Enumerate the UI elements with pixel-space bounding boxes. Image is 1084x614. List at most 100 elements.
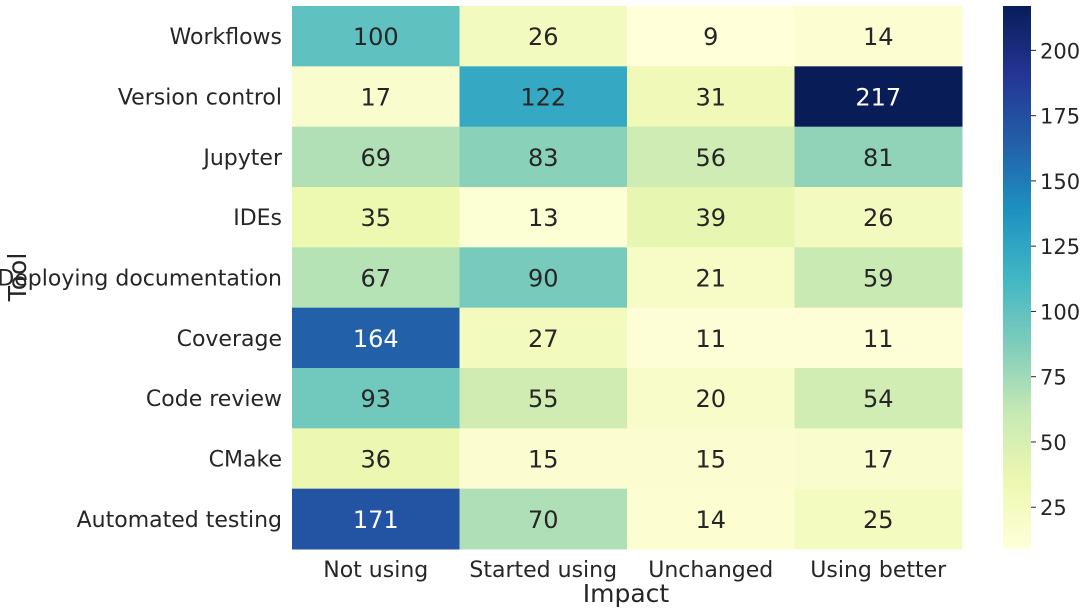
y-tick-label: Workflows (170, 25, 282, 50)
colorbar (1003, 6, 1031, 549)
heatmap-cell (459, 66, 628, 128)
heatmap-cell (794, 307, 963, 369)
x-tick-label: Using better (810, 558, 947, 583)
cell-value-label: 17 (360, 84, 391, 112)
cell-value-label: 9 (703, 23, 718, 51)
cell-value-label: 17 (863, 446, 894, 474)
colorbar-tick-label: 175 (1040, 105, 1080, 129)
heatmap-cell (794, 6, 963, 67)
heatmap-cell (292, 488, 460, 550)
heatmap-cell (292, 307, 460, 369)
cell-value-label: 39 (695, 204, 726, 232)
cell-value-label: 14 (863, 23, 894, 51)
cell-value-label: 25 (863, 506, 894, 534)
heatmap-cell (627, 247, 795, 309)
cell-value-label: 217 (855, 84, 901, 112)
x-tick-label: Started using (469, 558, 617, 583)
heatmap-cell (627, 187, 795, 248)
heatmap-cell (292, 247, 460, 309)
cell-value-label: 56 (695, 144, 726, 172)
heatmap-cell (627, 66, 795, 128)
heatmap-cell (794, 247, 963, 309)
cell-value-label: 31 (695, 84, 726, 112)
cell-value-label: 100 (353, 23, 399, 51)
cell-value-label: 11 (695, 325, 726, 353)
colorbar-ticks: 25 50 75 100 125 150 175 200 (1031, 39, 1080, 520)
cell-value-label: 21 (695, 265, 726, 293)
cell-value-label: 83 (528, 144, 559, 172)
colorbar-tick-label: 100 (1040, 300, 1080, 324)
cell-value-label: 26 (528, 23, 559, 51)
cell-annotations: 100 26 9 14 17 122 31 217 69 83 56 81 35 13 39 26 67 90 21… (353, 23, 901, 534)
cell-value-label: 55 (528, 385, 559, 413)
heatmap-cell (627, 428, 795, 490)
cell-value-label: 54 (863, 385, 894, 413)
heatmap-cell (794, 368, 963, 429)
colorbar-tick-label: 150 (1040, 170, 1080, 194)
cell-value-label: 35 (360, 204, 391, 232)
heatmap-cell (292, 368, 460, 429)
heatmap-cell (292, 428, 460, 490)
colorbar-tick-label: 200 (1040, 39, 1080, 63)
colorbar-tick-label: 75 (1040, 366, 1067, 390)
heatmap-cell (459, 247, 628, 309)
heatmap-cell (794, 187, 963, 248)
heatmap-cell (292, 6, 460, 67)
cell-value-label: 20 (695, 385, 726, 413)
cell-value-label: 59 (863, 265, 894, 293)
heatmap-cell (627, 126, 795, 188)
colorbar-tick-label: 50 (1040, 431, 1067, 455)
cell-value-label: 36 (360, 446, 391, 474)
y-tick-label: Jupyter (201, 146, 283, 171)
y-axis-label: Tool (3, 253, 32, 303)
x-tick-labels: Not using Started using Unchanged Using bet… (323, 558, 947, 583)
heatmap-cell (459, 488, 628, 550)
heatmap-cell (459, 126, 628, 188)
cell-value-label: 26 (863, 204, 894, 232)
heatmap-cell (627, 488, 795, 550)
heatmap-cell (459, 6, 628, 67)
cell-value-label: 27 (528, 325, 559, 353)
heatmap-cell (459, 368, 628, 429)
y-tick-label: CMake (209, 448, 282, 473)
cell-value-label: 81 (863, 144, 894, 172)
colorbar-tick-label: 125 (1040, 235, 1080, 259)
heatmap-cell (292, 66, 460, 128)
cell-value-label: 164 (353, 325, 399, 353)
cell-value-label: 122 (520, 84, 566, 112)
heatmap-cell (459, 307, 628, 369)
cell-value-label: 69 (360, 144, 391, 172)
cell-value-label: 15 (528, 446, 559, 474)
colorbar-tick-label: 25 (1040, 496, 1067, 520)
heatmap-cell (459, 428, 628, 490)
cell-value-label: 93 (360, 385, 391, 413)
y-tick-labels: Workflows Version control Jupyter IDEs Deplo… (0, 25, 283, 533)
cell-value-label: 11 (863, 325, 894, 353)
x-axis-label: Impact (583, 579, 670, 608)
heatmap-cell (794, 428, 963, 490)
cell-value-label: 14 (695, 506, 726, 534)
cell-value-label: 171 (353, 506, 399, 534)
heatmap-cell (627, 6, 795, 67)
y-tick-label: Deploying documentation (0, 267, 282, 292)
y-tick-label: Version control (118, 86, 282, 111)
cell-value-label: 15 (695, 446, 726, 474)
x-tick-label: Unchanged (648, 558, 773, 583)
heatmap-cell (292, 126, 460, 188)
y-tick-label: Automated testing (77, 508, 282, 533)
y-tick-label: Code review (146, 387, 282, 412)
heatmap-cell (627, 307, 795, 369)
heatmap-cell (627, 368, 795, 429)
y-tick-label: IDEs (233, 206, 282, 231)
heatmap-cell (794, 488, 963, 550)
heatmap-cell (794, 66, 963, 128)
y-tick-label: Coverage (177, 327, 282, 352)
cell-value-label: 70 (528, 506, 559, 534)
cell-value-label: 67 (360, 265, 391, 293)
heatmap-cell (459, 187, 628, 248)
cell-value-label: 13 (528, 204, 559, 232)
x-tick-label: Not using (323, 558, 428, 583)
heatmap-cells (292, 6, 963, 550)
heatmap-cell (794, 126, 963, 188)
